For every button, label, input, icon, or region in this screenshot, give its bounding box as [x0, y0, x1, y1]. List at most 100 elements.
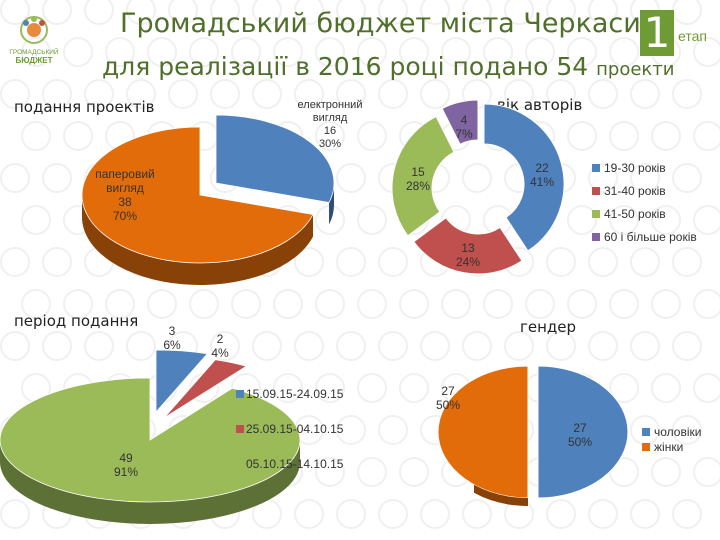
background-dot	[336, 0, 366, 25]
background-dot	[651, 289, 681, 319]
background-dot	[630, 331, 660, 361]
background-dot	[693, 373, 720, 403]
period-legend-label-0: 15.09.15-24.09.15	[246, 387, 344, 401]
background-dot	[399, 457, 429, 487]
background-dot	[378, 499, 408, 529]
label-age-41-50-line: 15	[411, 165, 425, 179]
background-dot	[462, 0, 492, 25]
age-legend-swatch-2	[592, 210, 600, 218]
background-dot	[630, 163, 660, 193]
label-electronic-line: електронний	[298, 99, 363, 111]
background-dot	[21, 289, 51, 319]
background-dot	[84, 331, 114, 361]
chart-title-gender: гендер	[520, 318, 577, 336]
label-age-41-50: 15 28%	[406, 165, 430, 193]
background-dot	[357, 457, 387, 487]
background-dot	[630, 499, 660, 529]
background-dot	[462, 331, 492, 361]
background-dot	[693, 289, 720, 319]
label-electronic-line: 16	[324, 125, 336, 137]
background-dot	[588, 499, 618, 529]
title-line2-main: для реалізації в 2016 році подано 54	[102, 52, 589, 81]
background-dot	[567, 37, 597, 67]
label-gender-men: 27 50%	[568, 421, 592, 449]
submission-slice-1	[81, 126, 314, 264]
period-legend-swatch-2	[236, 460, 244, 468]
background-dot	[420, 499, 450, 529]
background-dot	[168, 79, 198, 109]
label-gender-men-line: 50%	[568, 435, 592, 449]
chart-title-period: період подання	[14, 312, 139, 330]
background-dot	[273, 37, 303, 67]
background-dot	[378, 247, 408, 277]
chart-title-submission: подання проектів	[14, 98, 155, 116]
background-dot	[273, 373, 303, 403]
page-title-line1: Громадський бюджет міста Черкаси	[120, 8, 641, 39]
background-dot	[63, 289, 93, 319]
background-dot	[420, 79, 450, 109]
background-dot	[0, 499, 30, 529]
label-paper-line: 38	[118, 195, 132, 209]
label-age-41-50-line: 28%	[406, 179, 430, 193]
background-dot	[315, 289, 345, 319]
background-dot	[651, 373, 681, 403]
background-dot	[210, 0, 240, 25]
background-dot	[546, 247, 576, 277]
background-dot	[42, 79, 72, 109]
background-dot	[21, 121, 51, 151]
gender-legend-label-1: жінки	[654, 440, 683, 454]
background-dot	[84, 79, 114, 109]
label-age-60: 4 7%	[455, 113, 473, 141]
logo-text-line1: ГРОМАДСЬКИЙ	[9, 47, 59, 56]
background-dot	[651, 205, 681, 235]
label-paper: паперовий вигляд 38 70%	[95, 167, 154, 223]
background-dot	[441, 289, 471, 319]
background-dot	[63, 37, 93, 67]
logo-text-line2: БЮДЖЕТ	[16, 56, 53, 65]
background-dot	[0, 247, 30, 277]
label-electronic-line: 30%	[319, 138, 341, 150]
background-dot	[0, 79, 30, 109]
age-legend-swatch-1	[592, 187, 600, 195]
background-dot	[315, 457, 345, 487]
gender-legend-swatch-1	[642, 443, 650, 451]
background-dot	[399, 373, 429, 403]
background-dot	[42, 331, 72, 361]
age-legend-label-2: 41-50 років	[604, 207, 666, 221]
submission-slice-side-1	[82, 195, 314, 285]
background-dot	[609, 289, 639, 319]
label-age-19-30-line: 41%	[530, 175, 554, 189]
background-dot	[462, 163, 492, 193]
background-dot	[21, 205, 51, 235]
background-dot	[693, 121, 720, 151]
label-electronic-line: вигляд	[313, 112, 348, 124]
label-age-19-30-line: 22	[535, 161, 549, 175]
background-dot	[105, 37, 135, 67]
period-legend-swatch-1	[236, 425, 244, 433]
background-dot	[483, 37, 513, 67]
background-dot	[567, 205, 597, 235]
background-dot	[336, 415, 366, 445]
background-dot	[651, 457, 681, 487]
background-dot	[189, 37, 219, 67]
label-period-1-line: 3	[169, 324, 176, 338]
background-dot	[210, 79, 240, 109]
background-dot	[609, 121, 639, 151]
page-title-line2: для реалізації в 2016 році подано 54 про…	[102, 52, 674, 81]
background-dot	[588, 331, 618, 361]
label-age-31-40-line: 13	[461, 241, 475, 255]
background-dot	[336, 247, 366, 277]
background-dot	[0, 0, 30, 25]
gender-slice-men	[537, 365, 629, 499]
period-legend-label-1: 25.09.15-04.10.15	[246, 422, 344, 436]
background-dot	[126, 0, 156, 25]
background-dot	[147, 37, 177, 67]
label-period-1-line: 6%	[163, 338, 181, 352]
background-dot	[588, 163, 618, 193]
background-dot	[672, 163, 702, 193]
age-legend-label-3: 60 і більше років	[604, 230, 697, 244]
background-dot	[483, 289, 513, 319]
background-dot	[609, 373, 639, 403]
background-dot	[420, 0, 450, 25]
